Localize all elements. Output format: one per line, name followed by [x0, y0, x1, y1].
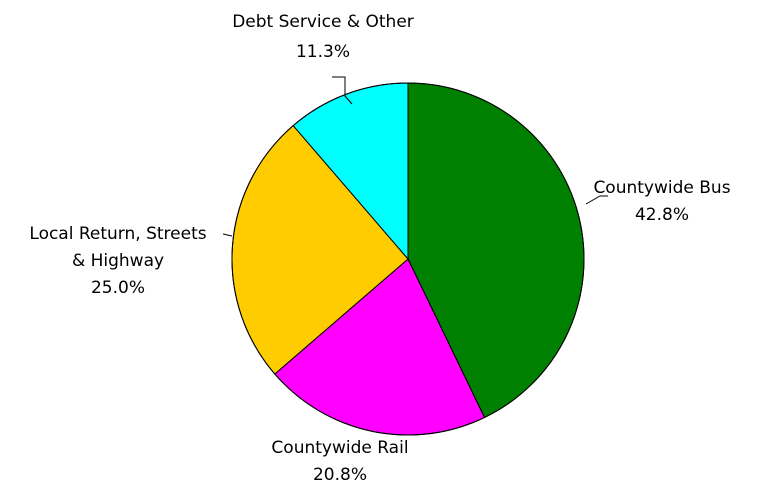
- slice-value-countywide-bus: 42.8%: [635, 205, 689, 225]
- slice-label-countywide-bus: Countywide Bus 42.8%: [593, 178, 730, 225]
- slice-value-countywide-rail: 20.8%: [313, 465, 367, 485]
- leader-line-debt-service-other: [332, 76, 353, 105]
- label-leader-lines: [222, 76, 608, 237]
- slice-value-debt-service-other: 11.3%: [296, 42, 350, 62]
- pie-outline: [231, 82, 585, 436]
- leader-line-local-return-streets-highway: [222, 233, 233, 237]
- slice-name-line-local-return-streets-highway: Local Return, Streets: [29, 224, 206, 244]
- leader-line-countywide-bus: [585, 195, 608, 205]
- slice-name-line-debt-service-other: Debt Service & Other: [232, 12, 414, 32]
- slice-name-line-countywide-bus: Countywide Bus: [593, 178, 730, 198]
- slice-name-line-countywide-rail: Countywide Rail: [271, 438, 408, 458]
- slice-value-local-return-streets-highway: 25.0%: [91, 278, 145, 298]
- slice-label-countywide-rail: Countywide Rail 20.8%: [271, 438, 408, 485]
- pie-slices: [231, 82, 585, 436]
- slice-label-local-return-streets-highway: Local Return, Streets & Highway 25.0%: [29, 224, 206, 298]
- slice-labels: Countywide Bus 42.8% Countywide Rail 20.8% L…: [29, 12, 730, 485]
- slice-name-line-local-return-streets-highway: & Highway: [72, 251, 164, 271]
- slice-label-debt-service-other: Debt Service & Other 11.3%: [232, 12, 414, 62]
